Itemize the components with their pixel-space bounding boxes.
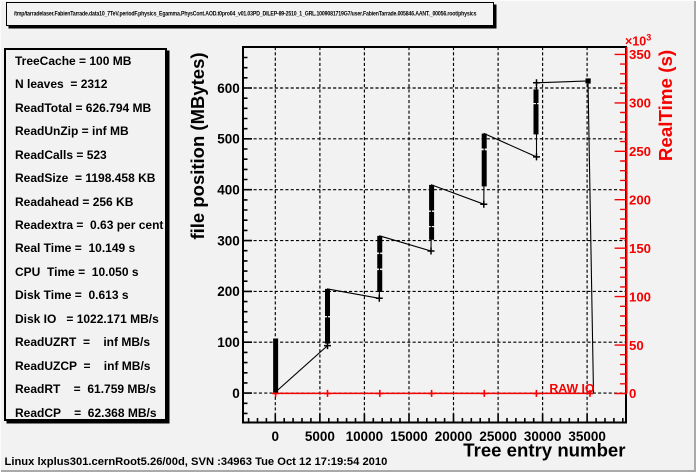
- svg-text:200: 200: [217, 284, 240, 299]
- svg-text:RealTime (s): RealTime (s): [655, 50, 676, 161]
- svg-text:30000: 30000: [524, 429, 562, 444]
- svg-text:5000: 5000: [305, 429, 335, 444]
- svg-text:250: 250: [629, 144, 651, 159]
- svg-text:500: 500: [217, 132, 240, 147]
- svg-text:0: 0: [629, 386, 636, 401]
- svg-text:400: 400: [217, 183, 240, 198]
- svg-text:20000: 20000: [435, 429, 473, 444]
- svg-text:0: 0: [272, 429, 280, 444]
- svg-text:100: 100: [217, 335, 240, 350]
- svg-text:300: 300: [629, 96, 651, 111]
- svg-text:100: 100: [629, 289, 651, 304]
- svg-text:350: 350: [629, 47, 651, 62]
- svg-text:Tree entry number: Tree entry number: [463, 440, 625, 461]
- svg-text:35000: 35000: [568, 429, 606, 444]
- svg-text:300: 300: [217, 233, 240, 248]
- svg-text:RAW IO: RAW IO: [549, 381, 595, 395]
- svg-text:25000: 25000: [479, 429, 517, 444]
- svg-text:150: 150: [629, 241, 651, 256]
- svg-text:600: 600: [217, 81, 240, 96]
- svg-text:×103: ×103: [625, 33, 651, 49]
- svg-text:15000: 15000: [390, 429, 428, 444]
- svg-text:50: 50: [629, 338, 644, 353]
- svg-text:file position (MBytes): file position (MBytes): [187, 52, 208, 239]
- svg-text:10000: 10000: [346, 429, 384, 444]
- svg-text:0: 0: [232, 386, 240, 401]
- svg-text:200: 200: [629, 192, 651, 207]
